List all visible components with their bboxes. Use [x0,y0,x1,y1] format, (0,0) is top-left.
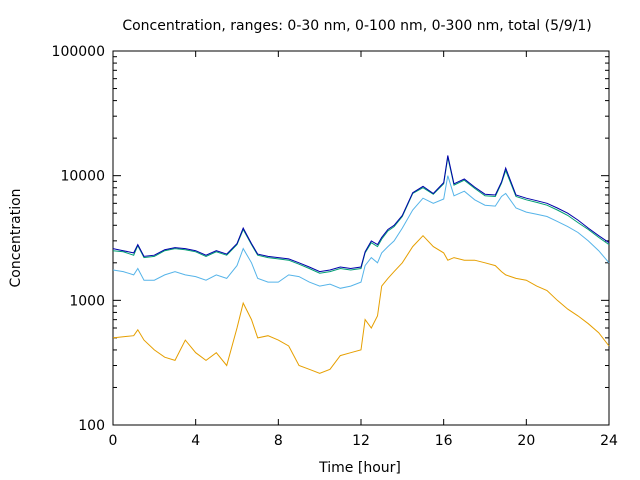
plot-area: 0 4 8 12 16 20 24 100 1000 10000 100000 [52,44,618,449]
x-tick-label: 24 [600,433,618,449]
series-line-4 [112,155,610,273]
series-line-1 [112,234,610,374]
x-tick-label: 16 [435,433,453,449]
x-tick-label: 8 [274,433,283,449]
plot-frame [112,50,610,426]
x-tick-label: 4 [191,433,200,449]
chart-title: Concentration, ranges: 0-30 nm, 0-100 nm… [122,18,591,34]
x-tick-label: 12 [352,433,370,449]
y-tick-label: 1000 [69,293,105,309]
x-tick-label: 20 [517,433,535,449]
series-line-3 [112,157,610,274]
y-tick-label: 10000 [60,169,105,185]
y-axis-label: Concentration [8,188,24,287]
y-tick-label: 100000 [52,44,105,60]
y-tick-label: 100 [78,418,105,434]
x-axis-label: Time [hour] [318,460,401,476]
series-line-2 [112,175,610,289]
x-tick-label: 0 [109,433,118,449]
